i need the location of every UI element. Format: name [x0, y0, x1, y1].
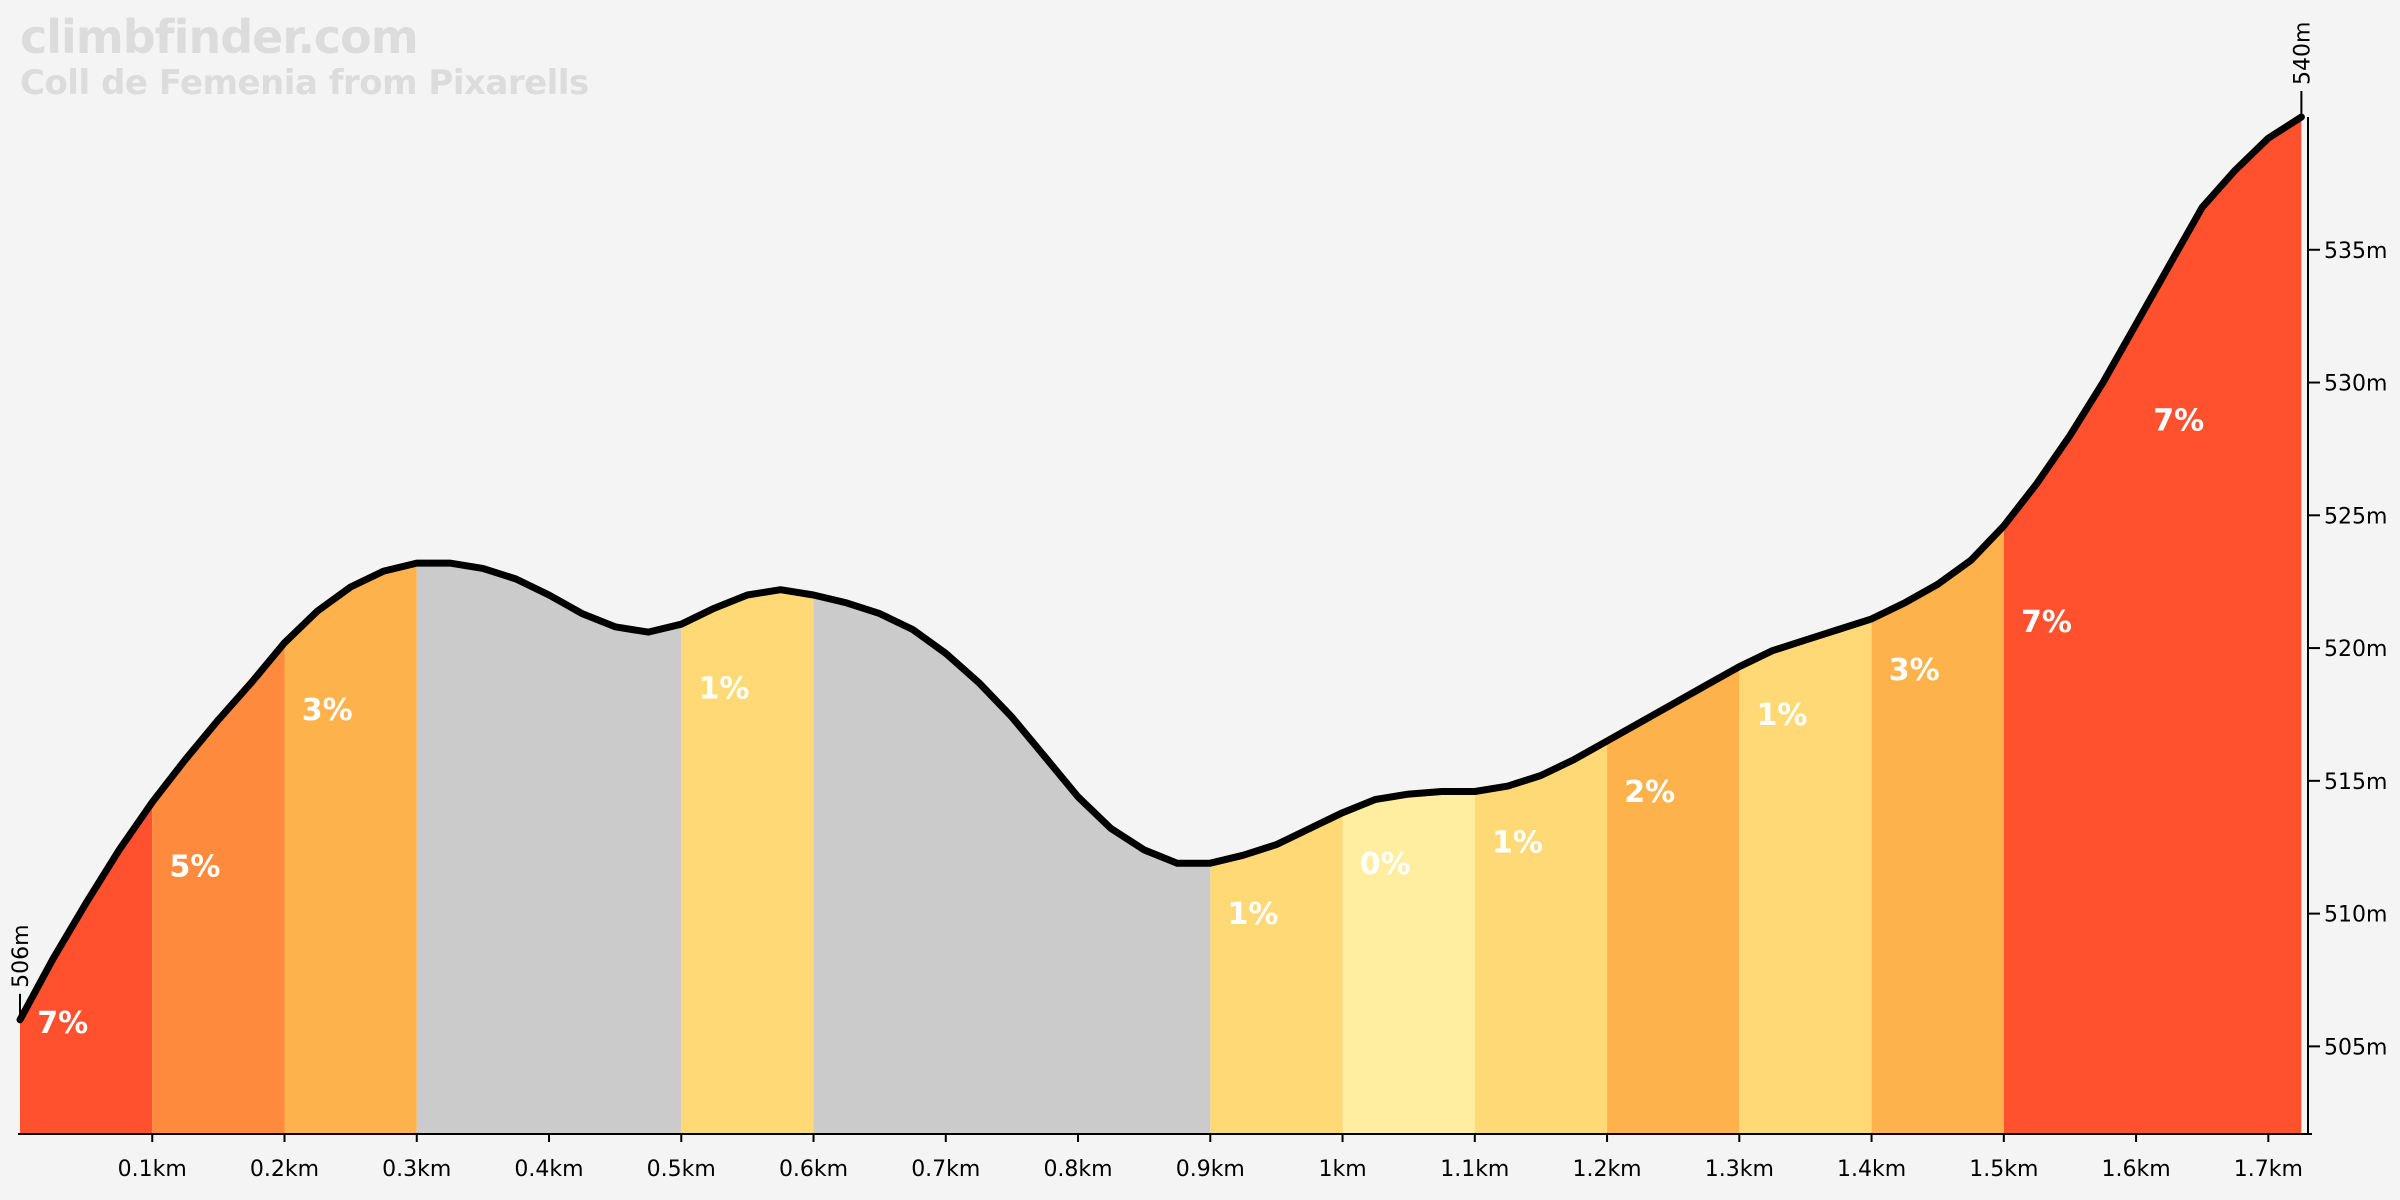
gradient-label: 7%	[37, 1006, 88, 1041]
gradient-segment[interactable]	[2003, 117, 2302, 1134]
gradient-label: 1%	[1492, 826, 1543, 861]
site-logo-text[interactable]: climbfinder.com	[20, 10, 419, 64]
y-tick-label: 530m	[2324, 372, 2387, 397]
gradient-segment[interactable]	[20, 802, 153, 1134]
y-tick-label: 515m	[2324, 770, 2387, 795]
x-tick-label: 0.2km	[250, 1157, 319, 1182]
elevation-profile-line	[16, 113, 2305, 1024]
branding: climbfinder.com Coll de Femenia from Pix…	[20, 14, 589, 100]
gradient-label: 1%	[698, 672, 749, 707]
x-tick-label: 1.6km	[2101, 1157, 2170, 1182]
gradient-label: 3%	[1889, 653, 1940, 688]
x-tick-label: 0.1km	[118, 1157, 187, 1182]
x-tick-label: 0.9km	[1176, 1157, 1245, 1182]
gradient-segment[interactable]	[152, 642, 285, 1134]
gradient-labels: 7% 5% 3% 1% 1% 0% 1% 2% 1% 3% 7% 7%	[37, 403, 2204, 1041]
x-tick-label: 1.5km	[1969, 1157, 2038, 1182]
x-tick-label: 1.3km	[1705, 1157, 1774, 1182]
end-elevation-label: 540m	[2290, 22, 2315, 85]
start-elevation-label: 506m	[9, 924, 34, 987]
x-tick-label: 1.1km	[1440, 1157, 1509, 1182]
y-tick-label: 520m	[2324, 637, 2387, 662]
gradient-segment[interactable]	[1871, 525, 2004, 1134]
gradient-segment[interactable]	[681, 589, 814, 1134]
y-tick-label: 535m	[2324, 239, 2387, 264]
profile-line-group	[16, 113, 2305, 1024]
x-tick-label: 1.2km	[1572, 1157, 1641, 1182]
x-tick-label: 0.7km	[911, 1157, 980, 1182]
gradient-segment[interactable]	[284, 563, 417, 1134]
gradient-segment[interactable]	[416, 563, 682, 1134]
gradient-segment[interactable]	[1739, 618, 1872, 1134]
gradient-segment[interactable]	[1342, 791, 1475, 1134]
x-tick-label: 1.7km	[2234, 1157, 2303, 1182]
gradient-label: 5%	[169, 849, 220, 884]
gradient-label: 1%	[1757, 698, 1808, 733]
climb-title: Coll de Femenia from Pixarells	[20, 63, 589, 103]
x-tick-label: 0.4km	[514, 1157, 583, 1182]
x-tick-label: 0.5km	[647, 1157, 716, 1182]
y-tick-label: 505m	[2324, 1035, 2387, 1060]
gradient-label: 7%	[2153, 403, 2204, 438]
y-tick-label: 510m	[2324, 903, 2387, 928]
gradient-label: 7%	[2021, 605, 2072, 640]
x-tick-label: 0.3km	[382, 1157, 451, 1182]
gradient-segment[interactable]	[813, 594, 1211, 1134]
x-tick-label: 1km	[1318, 1157, 1366, 1182]
x-tick-label: 1.4km	[1837, 1157, 1906, 1182]
gradient-label: 1%	[1228, 897, 1279, 932]
axes: 0.1km 0.2km 0.3km 0.4km 0.5km 0.6km 0.7km 0.8km…	[9, 22, 2387, 1182]
gradient-segments	[20, 117, 2302, 1134]
gradient-label: 3%	[302, 693, 353, 728]
gradient-label: 0%	[1360, 847, 1411, 882]
gradient-label: 2%	[1624, 775, 1675, 810]
x-tick-label: 0.8km	[1043, 1157, 1112, 1182]
x-tick-label: 0.6km	[779, 1157, 848, 1182]
gradient-segment[interactable]	[1210, 812, 1343, 1134]
gradient-segment[interactable]	[1607, 666, 1740, 1134]
gradient-segment[interactable]	[1474, 741, 1608, 1134]
y-tick-label: 525m	[2324, 504, 2387, 529]
